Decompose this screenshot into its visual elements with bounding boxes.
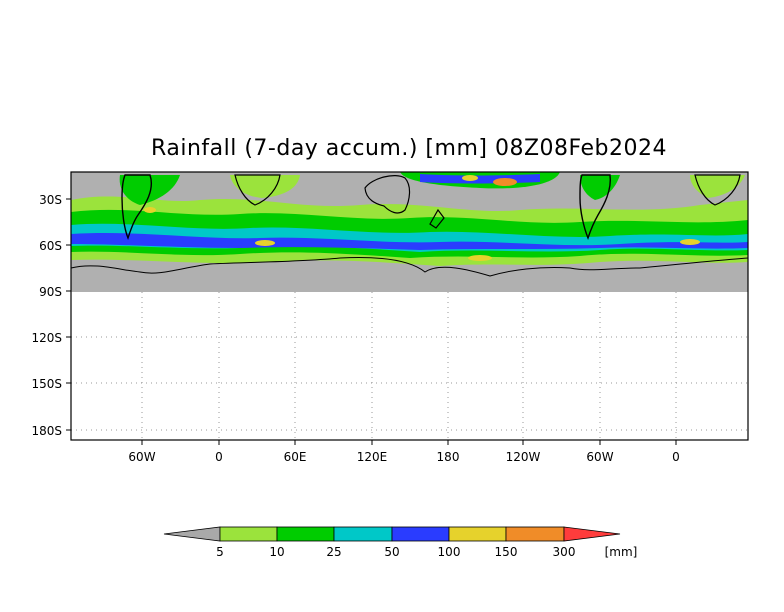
x-ticks	[141, 440, 677, 445]
australia-outline	[364, 175, 411, 214]
x-label-0-1: 0	[215, 450, 223, 464]
colorbar: 5 10 25 50 100 150 300 [mm]	[163, 526, 638, 559]
x-axis-labels: 60W 0 60E 120E 180 120W 60W 0	[128, 450, 679, 464]
x-label-120w: 120W	[506, 450, 541, 464]
africa-outline-1	[234, 174, 281, 206]
africa-outline-2	[694, 174, 741, 206]
colorbar-label-5: 5	[216, 545, 224, 559]
y-label-150s: 150S	[31, 377, 62, 391]
colorbar-label-100: 100	[438, 545, 461, 559]
y-label-180s: 180S	[31, 424, 62, 438]
x-label-60w-2: 60W	[586, 450, 613, 464]
x-label-60w-1: 60W	[128, 450, 155, 464]
y-label-90s: 90S	[39, 285, 62, 299]
y-label-60s: 60S	[39, 239, 62, 253]
antarctica-coastline	[70, 257, 749, 277]
colorbar-unit: [mm]	[605, 545, 638, 559]
rain-bands	[71, 172, 748, 266]
colorbar-label-150: 150	[495, 545, 518, 559]
south-america-outline-1	[121, 174, 152, 241]
colorbar-segment-50-100	[391, 526, 450, 542]
x-label-120e: 120E	[357, 450, 388, 464]
colorbar-label-50: 50	[384, 545, 399, 559]
x-label-0-2: 0	[672, 450, 680, 464]
x-label-60e: 60E	[284, 450, 307, 464]
colorbar-segment-below-5	[163, 526, 221, 542]
south-america-outline-2	[579, 174, 612, 241]
colorbar-label-300: 300	[553, 545, 576, 559]
map-border	[70, 171, 749, 441]
gridlines	[71, 292, 748, 440]
colorbar-label-25: 25	[326, 545, 341, 559]
y-label-120s: 120S	[31, 331, 62, 345]
colorbar-label-10: 10	[269, 545, 284, 559]
new-zealand-outline	[429, 208, 445, 229]
colorbar-segment-above-300	[563, 526, 621, 542]
colorbar-segment-150-300	[505, 526, 565, 542]
colorbar-segment-10-25	[276, 526, 335, 542]
x-label-180: 180	[437, 450, 460, 464]
colorbar-segment-5-10	[219, 526, 278, 542]
y-ticks	[66, 198, 71, 431]
y-axis-labels: 30S 60S 90S 120S 150S 180S	[31, 193, 62, 438]
colorbar-segment-25-50	[333, 526, 393, 542]
map-title: Rainfall (7-day accum.) [mm] 08Z08Feb202…	[151, 136, 667, 161]
colorbar-segment-100-150	[448, 526, 507, 542]
y-label-30s: 30S	[39, 193, 62, 207]
